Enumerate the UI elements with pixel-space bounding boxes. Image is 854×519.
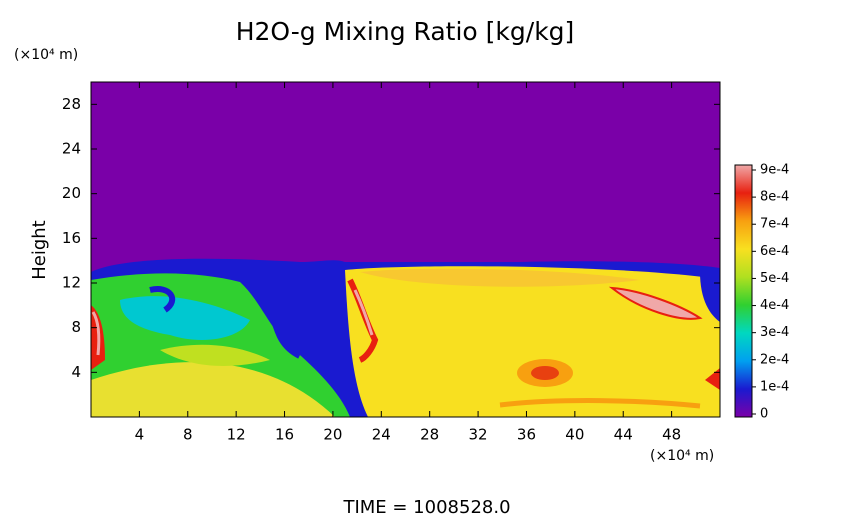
y-tick-label: 12 [62, 274, 81, 292]
colorbar-tick-label: 1e-4 [760, 379, 789, 394]
y-tick-label: 28 [62, 95, 81, 113]
colorbar [734, 164, 753, 418]
x-tick-label: 12 [227, 426, 246, 444]
colorbar-tick-label: 9e-4 [760, 163, 789, 178]
x-tick-label: 24 [372, 426, 391, 444]
y-tick-label: 8 [71, 318, 81, 336]
colorbar-tick-label: 8e-4 [760, 190, 789, 205]
plot-frame [90, 81, 721, 418]
x-tick-label: 4 [135, 426, 145, 444]
x-tick-label: 36 [517, 426, 536, 444]
chart-title: H2O-g Mixing Ratio [kg/kg] [236, 17, 575, 46]
x-tick-label: 44 [614, 426, 633, 444]
field [91, 82, 720, 417]
y-tick-label: 16 [62, 229, 81, 247]
colorbar-tick-label: 4e-4 [760, 298, 789, 313]
x-unit: (×10⁴ m) [650, 448, 714, 464]
x-tick-label: 8 [183, 426, 193, 444]
colorbar-tick-label: 0 [760, 407, 768, 422]
colorbar-tick-label: 3e-4 [760, 325, 789, 340]
x-tick-label: 48 [662, 426, 681, 444]
x-tick-label: 32 [469, 426, 488, 444]
footnote: TIME = 1008528.0 [342, 497, 510, 518]
y-axis-label: Height [29, 220, 50, 280]
y-tick-label: 4 [71, 363, 81, 381]
colorbar-tick-label: 6e-4 [760, 244, 789, 259]
x-tick-label: 20 [323, 426, 342, 444]
colorbar-tick-label: 5e-4 [760, 271, 789, 286]
y-tick-label: 24 [62, 140, 81, 158]
x-tick-label: 28 [420, 426, 439, 444]
x-tick-label: 40 [565, 426, 584, 444]
x-tick-label: 16 [275, 426, 294, 444]
colorbar-tick-label: 7e-4 [760, 217, 789, 232]
y-tick-label: 20 [62, 184, 81, 202]
y-unit: (×10⁴ m) [14, 47, 78, 63]
colorbar-tick-label: 2e-4 [760, 352, 789, 367]
